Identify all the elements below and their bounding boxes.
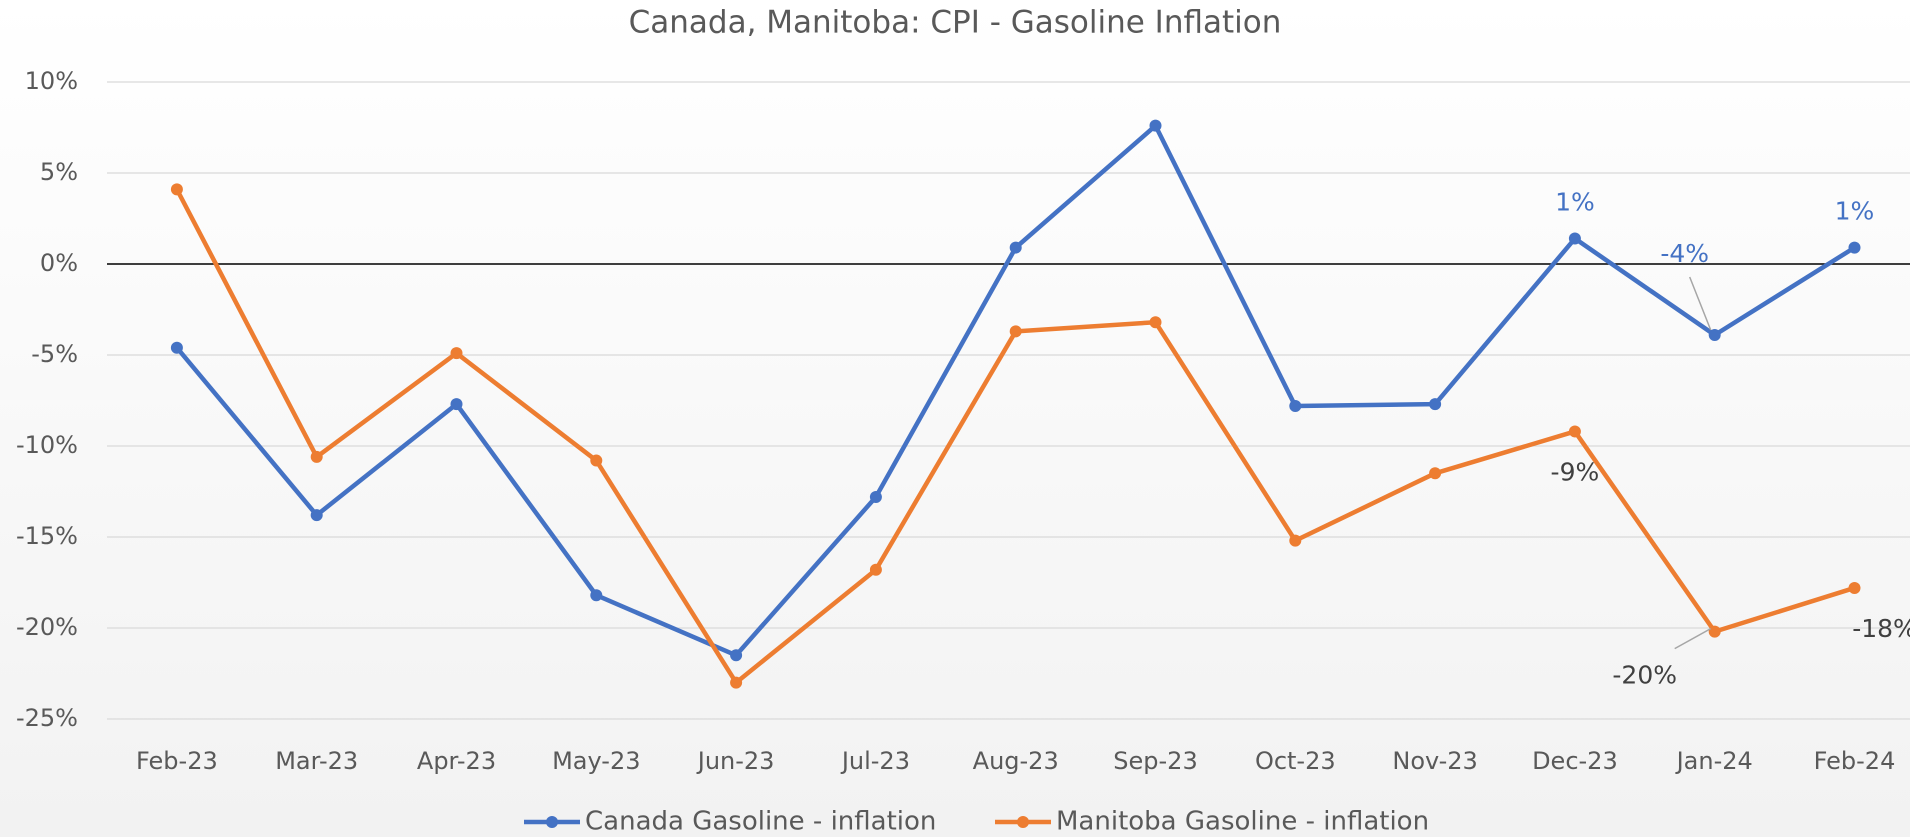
x-tick-label: Aug-23 [973,747,1059,775]
y-tick-label: -15% [16,522,78,550]
legend-marker [1017,816,1029,828]
data-label: -9% [1551,457,1600,486]
marker [310,450,323,463]
x-tick-label: Nov-23 [1392,747,1477,775]
marker [869,490,882,503]
marker [450,347,463,360]
marker [1429,467,1442,480]
marker [1708,328,1721,341]
marker [1568,232,1581,245]
data-label: 1% [1555,188,1595,217]
y-tick-label: -10% [16,431,78,459]
chart-title: Canada, Manitoba: CPI - Gasoline Inflati… [629,5,1282,41]
x-tick-label: Jan-24 [1675,747,1753,775]
legend-label: Manitoba Gasoline - inflation [1056,807,1429,837]
x-tick-label: Apr-23 [417,747,496,775]
x-tick-label: May-23 [552,747,640,775]
marker [310,509,323,522]
x-tick-label: Jul-23 [840,747,910,775]
marker [1568,425,1581,438]
y-tick-label: 5% [40,158,78,186]
x-tick-label: Mar-23 [275,747,358,775]
marker [730,649,743,662]
y-tick-label: 0% [40,249,78,277]
x-tick-label: Sep-23 [1113,747,1197,775]
marker [170,183,183,196]
legend-label: Canada Gasoline - inflation [585,807,936,837]
y-tick-label: -25% [16,704,78,732]
marker [1848,581,1861,594]
marker [450,398,463,411]
marker [1009,241,1022,254]
legend-marker [546,816,558,828]
data-label: -4% [1660,239,1709,268]
marker [170,341,183,354]
marker [1149,119,1162,132]
y-tick-label: -20% [16,613,78,641]
marker [1848,241,1861,254]
marker [1708,625,1721,638]
x-tick-label: Jun-23 [696,747,775,775]
marker [869,563,882,576]
marker [1149,316,1162,329]
marker [590,589,603,602]
y-tick-label: -5% [31,340,78,368]
marker [1289,399,1302,412]
x-tick-label: Oct-23 [1255,747,1336,775]
x-tick-label: Feb-24 [1814,747,1896,775]
marker [1429,398,1442,411]
data-label: -18% [1852,614,1910,643]
leader-line [1689,276,1712,331]
x-tick-label: Feb-23 [136,747,218,775]
x-tick-label: Dec-23 [1532,747,1618,775]
marker [590,454,603,467]
y-tick-label: 10% [25,67,78,95]
leader-line [1674,627,1712,650]
marker [1009,325,1022,338]
data-label: 1% [1835,197,1875,226]
marker [730,676,743,689]
marker [1289,534,1302,547]
data-label: -20% [1612,661,1677,690]
